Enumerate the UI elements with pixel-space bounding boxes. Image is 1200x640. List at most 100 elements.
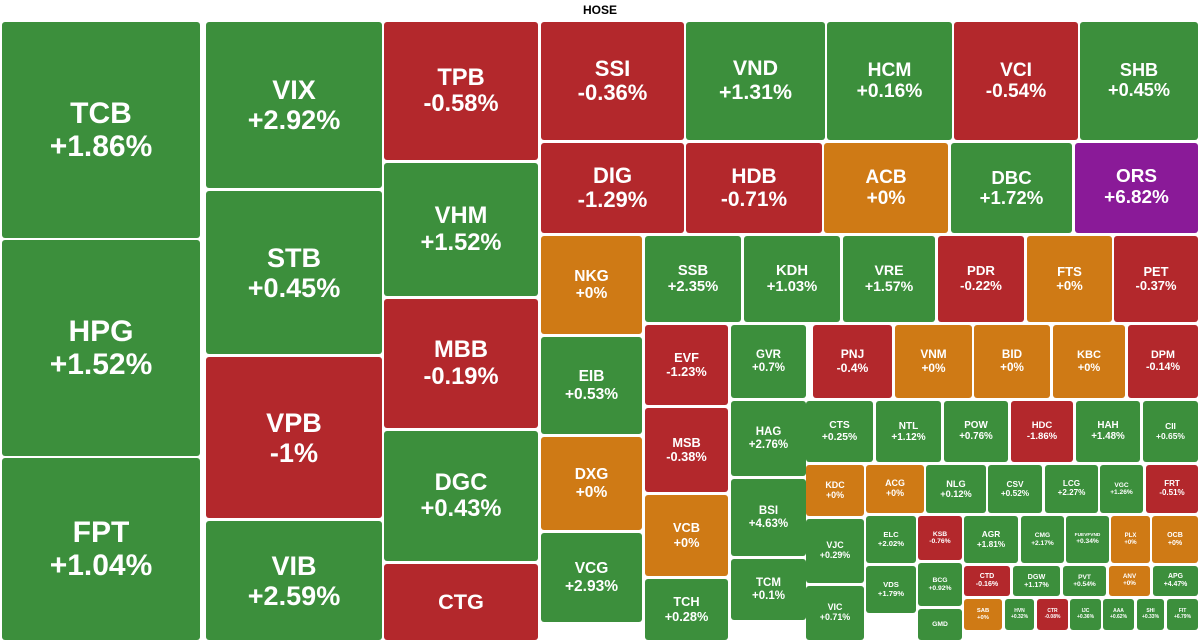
- tile[interactable]: VIC +0.71%: [806, 586, 864, 640]
- tile[interactable]: AAA +0.62%: [1103, 599, 1134, 630]
- tile[interactable]: PVT +0.54%: [1063, 566, 1106, 596]
- tile[interactable]: BSI +4.63%: [731, 479, 806, 556]
- tile[interactable]: GVR +0.7%: [731, 325, 806, 398]
- tile[interactable]: POW +0.76%: [944, 401, 1008, 462]
- tile[interactable]: VCB +0%: [645, 495, 728, 576]
- tile[interactable]: VRE +1.57%: [843, 236, 935, 322]
- tile[interactable]: PET -0.37%: [1114, 236, 1198, 322]
- tile[interactable]: HDC -1.86%: [1011, 401, 1073, 462]
- tile[interactable]: DXG +0%: [541, 437, 642, 530]
- tile[interactable]: HDB -0.71%: [686, 143, 822, 233]
- tile[interactable]: FTS +0%: [1027, 236, 1112, 322]
- tile[interactable]: CTR -0.08%: [1037, 599, 1068, 630]
- tile[interactable]: TCB +1.86%: [2, 22, 200, 238]
- tile[interactable]: SSI -0.36%: [541, 22, 684, 140]
- tile[interactable]: SSB +2.35%: [645, 236, 741, 322]
- tile[interactable]: SAB +0%: [964, 599, 1002, 630]
- tile[interactable]: ORS +6.82%: [1075, 143, 1198, 233]
- tile[interactable]: STB +0.45%: [206, 191, 382, 354]
- tile[interactable]: VNM +0%: [895, 325, 972, 398]
- tile[interactable]: VDS +1.79%: [866, 566, 916, 613]
- tile[interactable]: FIT +6.79%: [1167, 599, 1198, 630]
- tile[interactable]: DIG -1.29%: [541, 143, 684, 233]
- tile[interactable]: DBC +1.72%: [951, 143, 1072, 233]
- ticker: PLX: [1124, 532, 1137, 539]
- change: +0.36%: [1076, 613, 1095, 620]
- ticker: POW: [964, 419, 988, 431]
- tile[interactable]: DPM -0.14%: [1128, 325, 1198, 398]
- tile[interactable]: BCG +0.92%: [918, 563, 962, 606]
- tile[interactable]: HAG +2.76%: [731, 401, 806, 476]
- tile[interactable]: SHI +0.33%: [1137, 599, 1164, 630]
- ticker: SAB: [976, 608, 990, 615]
- tile[interactable]: VJC +0.29%: [806, 519, 864, 583]
- ticker: VIC: [827, 602, 843, 613]
- tile[interactable]: CII +0.65%: [1143, 401, 1198, 462]
- tile[interactable]: TCH +0.28%: [645, 579, 728, 640]
- tile[interactable]: AGR +1.81%: [964, 516, 1018, 563]
- tile[interactable]: TPB -0.58%: [384, 22, 538, 160]
- ticker: CII: [1165, 421, 1176, 432]
- tile[interactable]: VCI -0.54%: [954, 22, 1078, 140]
- change: +0%: [1000, 360, 1024, 374]
- tile[interactable]: NLG +0.12%: [926, 465, 986, 513]
- tile[interactable]: ANV +0%: [1109, 566, 1150, 596]
- ticker: GMD: [932, 620, 948, 628]
- tile[interactable]: EVF -1.23%: [645, 325, 728, 405]
- tile[interactable]: KBC +0%: [1053, 325, 1125, 398]
- tile[interactable]: OCB +0%: [1152, 516, 1198, 563]
- tile[interactable]: CSV +0.52%: [988, 465, 1042, 513]
- change: +0%: [921, 360, 946, 375]
- ticker: KDC: [825, 479, 845, 490]
- tile[interactable]: KSB -0.76%: [918, 516, 962, 560]
- tile[interactable]: HAH +1.48%: [1076, 401, 1140, 462]
- tile[interactable]: BID +0%: [974, 325, 1050, 398]
- change: +0.16%: [856, 81, 923, 102]
- tile[interactable]: CTD -0.16%: [964, 566, 1010, 596]
- tile[interactable]: NTL +1.12%: [876, 401, 941, 462]
- tile[interactable]: FUEVFVND +0.34%: [1066, 516, 1109, 563]
- tile[interactable]: SHB +0.45%: [1080, 22, 1198, 140]
- change: +1.31%: [718, 80, 793, 104]
- tile[interactable]: KDH +1.03%: [744, 236, 840, 322]
- tile[interactable]: TCM +0.1%: [731, 559, 806, 620]
- ticker: BCG: [932, 577, 948, 585]
- change: -0.76%: [929, 538, 951, 545]
- tile[interactable]: HCM +0.16%: [827, 22, 952, 140]
- tile[interactable]: NKG +0%: [541, 236, 642, 334]
- tile[interactable]: CMG +2.17%: [1021, 516, 1064, 563]
- change: -1.23%: [666, 364, 707, 379]
- tile[interactable]: CTS +0.25%: [806, 401, 873, 462]
- tile[interactable]: MSB -0.38%: [645, 408, 728, 492]
- tile[interactable]: ELC +2.02%: [866, 516, 916, 563]
- tile[interactable]: EIB +0.53%: [541, 337, 642, 434]
- ticker: VJC: [826, 540, 844, 551]
- tile[interactable]: VCG +2.93%: [541, 533, 642, 622]
- tile[interactable]: GMD: [918, 609, 962, 640]
- ticker: DGC: [434, 469, 488, 496]
- tile[interactable]: FPT +1.04%: [2, 458, 200, 640]
- tile[interactable]: HVN +0.32%: [1005, 599, 1034, 630]
- tile[interactable]: VGC +1.26%: [1100, 465, 1143, 513]
- tile[interactable]: CTG: [384, 564, 538, 640]
- tile[interactable]: VIB +2.59%: [206, 521, 382, 640]
- tile[interactable]: KDC +0%: [806, 465, 864, 516]
- tile[interactable]: DGC +0.43%: [384, 431, 538, 561]
- tile[interactable]: FRT -0.51%: [1146, 465, 1198, 513]
- tile[interactable]: PDR -0.22%: [938, 236, 1024, 322]
- tile[interactable]: HPG +1.52%: [2, 240, 200, 456]
- tile[interactable]: ACG +0%: [866, 465, 924, 513]
- tile[interactable]: VIX +2.92%: [206, 22, 382, 188]
- tile[interactable]: IJC +0.36%: [1070, 599, 1101, 630]
- tile[interactable]: APG +4.47%: [1153, 566, 1198, 596]
- tile[interactable]: DGW +1.17%: [1013, 566, 1060, 596]
- tile[interactable]: VHM +1.52%: [384, 163, 538, 296]
- tile[interactable]: PNJ -0.4%: [813, 325, 892, 398]
- tile[interactable]: VPB -1%: [206, 357, 382, 518]
- ticker: KBC: [1077, 349, 1101, 362]
- tile[interactable]: VND +1.31%: [686, 22, 825, 140]
- tile[interactable]: ACB +0%: [824, 143, 948, 233]
- tile[interactable]: PLX +0%: [1111, 516, 1150, 563]
- tile[interactable]: MBB -0.19%: [384, 299, 538, 428]
- tile[interactable]: LCG +2.27%: [1045, 465, 1098, 513]
